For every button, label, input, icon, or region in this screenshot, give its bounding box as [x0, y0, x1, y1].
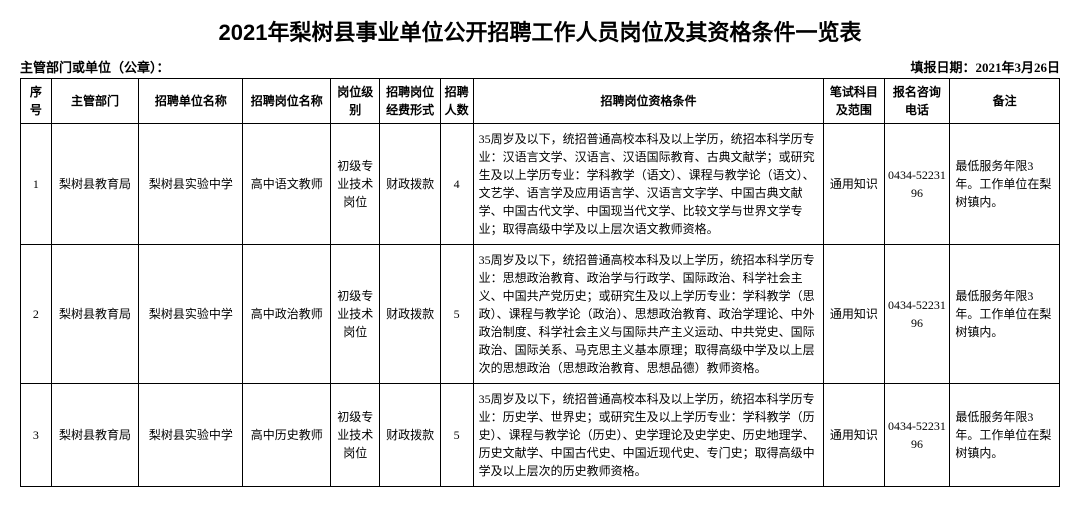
- col-exam: 笔试科目及范围: [824, 79, 884, 124]
- cell-count: 5: [440, 245, 473, 384]
- cell-dept: 梨树县教育局: [51, 245, 139, 384]
- table-row: 3梨树县教育局梨树县实验中学高中历史教师初级专业技术岗位财政拨款535周岁及以下…: [21, 384, 1060, 487]
- cell-fund: 财政拨款: [380, 384, 440, 487]
- cell-dept: 梨树县教育局: [51, 384, 139, 487]
- cell-phone: 0434-5223196: [884, 245, 950, 384]
- col-unit: 招聘单位名称: [139, 79, 243, 124]
- col-qual: 招聘岗位资格条件: [473, 79, 824, 124]
- cell-fund: 财政拨款: [380, 124, 440, 245]
- cell-phone: 0434-5223196: [884, 124, 950, 245]
- cell-unit: 梨树县实验中学: [139, 124, 243, 245]
- cell-note: 最低服务年限3年。工作单位在梨树镇内。: [950, 384, 1060, 487]
- col-position: 招聘岗位名称: [243, 79, 331, 124]
- cell-count: 4: [440, 124, 473, 245]
- cell-qual: 35周岁及以下，统招普通高校本科及以上学历，统招本科学历专业：历史学、世界史；或…: [473, 384, 824, 487]
- cell-position: 高中语文教师: [243, 124, 331, 245]
- meta-right-label: 填报日期：: [910, 60, 975, 75]
- cell-dept: 梨树县教育局: [51, 124, 139, 245]
- meta-row: 主管部门或单位（公章）： 填报日期：2021年3月26日: [20, 57, 1060, 76]
- page-title: 2021年梨树县事业单位公开招聘工作人员岗位及其资格条件一览表: [20, 15, 1060, 47]
- cell-exam: 通用知识: [824, 245, 884, 384]
- col-level: 岗位级别: [331, 79, 380, 124]
- col-seq: 序号: [21, 79, 52, 124]
- cell-exam: 通用知识: [824, 124, 884, 245]
- cell-qual: 35周岁及以下，统招普通高校本科及以上学历，统招本科学历专业：汉语言文学、汉语言…: [473, 124, 824, 245]
- col-fund: 招聘岗位经费形式: [380, 79, 440, 124]
- meta-right-value: 2021年3月26日: [975, 60, 1060, 75]
- col-note: 备注: [950, 79, 1060, 124]
- cell-position: 高中历史教师: [243, 384, 331, 487]
- cell-qual: 35周岁及以下，统招普通高校本科及以上学历，统招本科学历专业：思想政治教育、政治…: [473, 245, 824, 384]
- cell-position: 高中政治教师: [243, 245, 331, 384]
- table-row: 1梨树县教育局梨树县实验中学高中语文教师初级专业技术岗位财政拨款435周岁及以下…: [21, 124, 1060, 245]
- cell-level: 初级专业技术岗位: [331, 384, 380, 487]
- meta-left: 主管部门或单位（公章）：: [20, 57, 170, 76]
- cell-level: 初级专业技术岗位: [331, 245, 380, 384]
- cell-seq: 3: [21, 384, 52, 487]
- cell-level: 初级专业技术岗位: [331, 124, 380, 245]
- cell-seq: 1: [21, 124, 52, 245]
- cell-phone: 0434-5223196: [884, 384, 950, 487]
- col-phone: 报名咨询电话: [884, 79, 950, 124]
- cell-fund: 财政拨款: [380, 245, 440, 384]
- col-count: 招聘人数: [440, 79, 473, 124]
- cell-exam: 通用知识: [824, 384, 884, 487]
- col-dept: 主管部门: [51, 79, 139, 124]
- recruitment-table: 序号 主管部门 招聘单位名称 招聘岗位名称 岗位级别 招聘岗位经费形式 招聘人数…: [20, 78, 1060, 487]
- meta-right: 填报日期：2021年3月26日: [910, 57, 1060, 76]
- table-row: 2梨树县教育局梨树县实验中学高中政治教师初级专业技术岗位财政拨款535周岁及以下…: [21, 245, 1060, 384]
- cell-note: 最低服务年限3年。工作单位在梨树镇内。: [950, 124, 1060, 245]
- cell-unit: 梨树县实验中学: [139, 384, 243, 487]
- cell-unit: 梨树县实验中学: [139, 245, 243, 384]
- table-header-row: 序号 主管部门 招聘单位名称 招聘岗位名称 岗位级别 招聘岗位经费形式 招聘人数…: [21, 79, 1060, 124]
- cell-count: 5: [440, 384, 473, 487]
- cell-note: 最低服务年限3年。工作单位在梨树镇内。: [950, 245, 1060, 384]
- cell-seq: 2: [21, 245, 52, 384]
